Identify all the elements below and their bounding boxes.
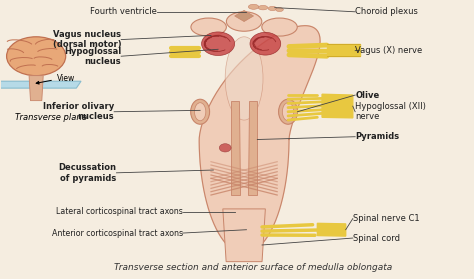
Text: Vagus nucleus
(dorsal motor): Vagus nucleus (dorsal motor) (53, 30, 121, 49)
Ellipse shape (283, 103, 294, 121)
Ellipse shape (201, 32, 235, 56)
Ellipse shape (225, 37, 263, 120)
Polygon shape (327, 44, 360, 56)
Text: Choroid plexus: Choroid plexus (355, 7, 418, 16)
Text: Pyramids: Pyramids (355, 132, 399, 141)
Polygon shape (235, 10, 254, 21)
Text: Fourth ventricle: Fourth ventricle (90, 7, 156, 16)
Text: Lateral corticospinal tract axons: Lateral corticospinal tract axons (56, 207, 182, 216)
Ellipse shape (191, 99, 210, 124)
Text: View: View (57, 74, 76, 83)
Polygon shape (231, 101, 240, 195)
Polygon shape (0, 81, 81, 88)
Polygon shape (248, 101, 257, 195)
Polygon shape (318, 223, 346, 236)
Text: Hypoglossal
nucleus: Hypoglossal nucleus (64, 47, 121, 66)
Text: Vagus (X) nerve: Vagus (X) nerve (355, 46, 422, 55)
Polygon shape (29, 76, 43, 101)
Ellipse shape (258, 5, 268, 10)
Ellipse shape (7, 37, 66, 76)
Ellipse shape (276, 8, 283, 11)
Text: Olive: Olive (355, 91, 379, 100)
Text: Transverse section and anterior surface of medulla oblongata: Transverse section and anterior surface … (114, 263, 392, 272)
Ellipse shape (191, 18, 227, 36)
Ellipse shape (227, 12, 262, 31)
Ellipse shape (279, 99, 298, 124)
Ellipse shape (250, 32, 281, 55)
Text: Transverse plane: Transverse plane (15, 113, 87, 122)
Ellipse shape (194, 103, 206, 121)
Polygon shape (223, 209, 265, 262)
Ellipse shape (262, 18, 297, 36)
Ellipse shape (219, 144, 231, 152)
Text: Anterior corticospinal tract axons: Anterior corticospinal tract axons (52, 229, 182, 237)
Ellipse shape (248, 4, 259, 9)
Text: Hypoglossal (XII)
nerve: Hypoglossal (XII) nerve (355, 102, 426, 121)
Polygon shape (199, 26, 320, 253)
Text: Spinal cord: Spinal cord (353, 234, 400, 242)
Text: Inferior olivary
nucleus: Inferior olivary nucleus (43, 102, 114, 121)
Polygon shape (322, 94, 353, 118)
Ellipse shape (268, 6, 277, 11)
Text: Decussation
of pyramids: Decussation of pyramids (58, 163, 117, 182)
Text: Spinal nerve C1: Spinal nerve C1 (353, 214, 419, 223)
